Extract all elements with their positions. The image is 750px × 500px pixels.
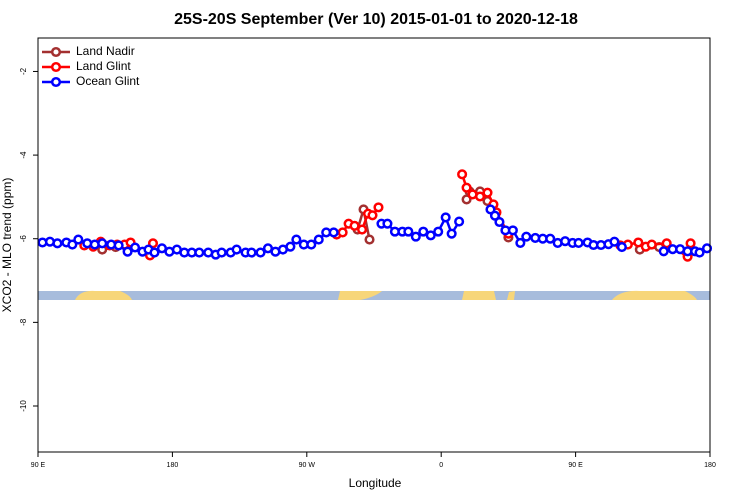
data-point [130,242,141,253]
data-point [113,240,124,251]
data-point [694,247,705,258]
data-point [73,234,84,245]
y-axis-label: XCO2 - MLO trend (ppm) [0,178,14,313]
data-point [337,227,348,238]
data-point [461,194,472,205]
data-point [440,212,451,223]
data-point [306,239,317,250]
data-point [313,234,324,245]
data-point [216,247,227,258]
data-point [194,247,205,258]
data-point [231,244,242,255]
data-point [410,231,421,242]
data-point [357,224,368,235]
y-tick-label: -2 [19,67,28,75]
data-point [489,210,501,221]
data-point [285,241,296,252]
data-point [433,226,444,237]
y-tick-label: -6 [19,235,28,243]
data-point [328,227,339,238]
data-point [507,225,518,236]
data-point [425,230,436,241]
data-point [482,187,493,198]
legend-marker [50,61,62,73]
y-tick-label: -4 [19,151,28,159]
data-point [454,216,465,227]
data-point [67,239,78,250]
data-point [373,202,384,213]
data-point [616,242,627,253]
plot [37,169,713,262]
data-point [291,234,302,245]
data-point [521,231,532,242]
data-point [364,234,375,245]
data-point [633,237,644,248]
chart-title: 25S-20S September (Ver 10) 2015-01-01 to… [174,11,578,28]
x-tick-label: 180 [167,462,179,469]
x-axis-label: Longitude [349,476,402,490]
data-point [418,226,429,237]
legend-label: Ocean Glint [76,74,140,88]
legend-label: Land Glint [76,59,131,73]
x-tick-label: 180 [704,462,716,469]
y-tick-label: -10 [19,400,28,412]
data-point [446,228,457,239]
data-point [474,191,486,202]
data-point [255,247,266,258]
x-tick-label: 0 [439,462,443,469]
data-point [661,238,672,249]
legend-marker [50,76,62,88]
data-point [545,233,556,244]
data-point [701,243,713,254]
data-point [382,218,393,229]
axes: -10 -8 -6 -4 -2 90 E 180 90 W 0 90 E 180 [19,67,716,468]
land-patch [462,291,496,300]
data-point [122,246,133,257]
data-point [461,182,472,193]
data-point [494,216,505,228]
y-tick-label: -8 [19,318,28,326]
data-point [485,204,496,215]
data-point [515,237,526,248]
data-point [573,237,584,248]
map-strip [38,290,710,300]
data-point [97,238,108,249]
data-point [457,169,468,180]
data-point [149,247,160,258]
data-point [658,246,669,257]
x-tick-label: 90 E [31,462,46,469]
data-point [246,247,257,258]
legend-label: Land Nadir [76,44,135,58]
x-tick-label: 90 W [299,462,316,469]
data-point [349,220,360,231]
x-tick-label: 90 E [568,462,583,469]
data-point [685,238,696,249]
data-point [147,238,159,249]
data-point [609,236,620,247]
land-patch [612,290,697,300]
data-point [403,226,414,237]
land-patch [507,291,515,300]
data-point [646,239,657,250]
land-patch [75,290,132,300]
data-point [367,210,378,221]
plot-frame [37,37,711,453]
data-point [52,238,63,249]
land-patch [338,291,382,300]
legend-marker [50,46,62,58]
